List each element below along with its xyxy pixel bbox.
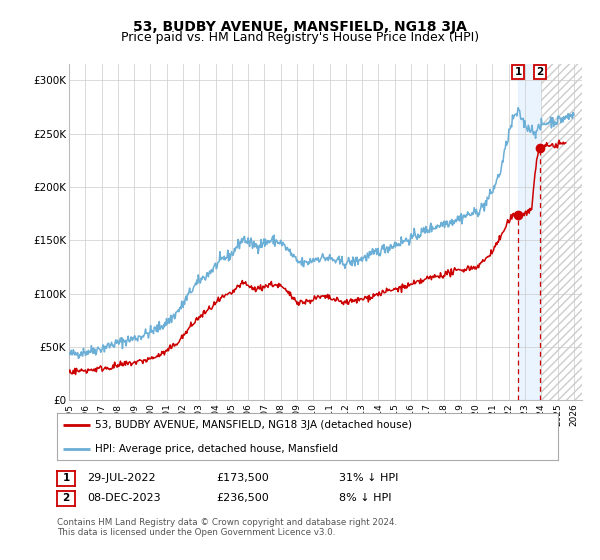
Text: HPI: Average price, detached house, Mansfield: HPI: Average price, detached house, Mans… — [95, 444, 338, 454]
Text: 53, BUDBY AVENUE, MANSFIELD, NG18 3JA: 53, BUDBY AVENUE, MANSFIELD, NG18 3JA — [133, 20, 467, 34]
Text: 08-DEC-2023: 08-DEC-2023 — [87, 493, 161, 503]
Text: £173,500: £173,500 — [216, 473, 269, 483]
Text: Contains HM Land Registry data © Crown copyright and database right 2024.
This d: Contains HM Land Registry data © Crown c… — [57, 518, 397, 538]
Bar — [541, 64, 582, 400]
Text: £236,500: £236,500 — [216, 493, 269, 503]
Text: 1: 1 — [62, 473, 70, 483]
Text: 1: 1 — [514, 67, 521, 77]
Bar — [518, 64, 540, 400]
Text: 31% ↓ HPI: 31% ↓ HPI — [339, 473, 398, 483]
Text: 2: 2 — [536, 67, 544, 77]
Text: 8% ↓ HPI: 8% ↓ HPI — [339, 493, 391, 503]
Text: 2: 2 — [62, 493, 70, 503]
Text: Price paid vs. HM Land Registry's House Price Index (HPI): Price paid vs. HM Land Registry's House … — [121, 31, 479, 44]
Text: 53, BUDBY AVENUE, MANSFIELD, NG18 3JA (detached house): 53, BUDBY AVENUE, MANSFIELD, NG18 3JA (d… — [95, 420, 412, 430]
Text: 29-JUL-2022: 29-JUL-2022 — [87, 473, 155, 483]
